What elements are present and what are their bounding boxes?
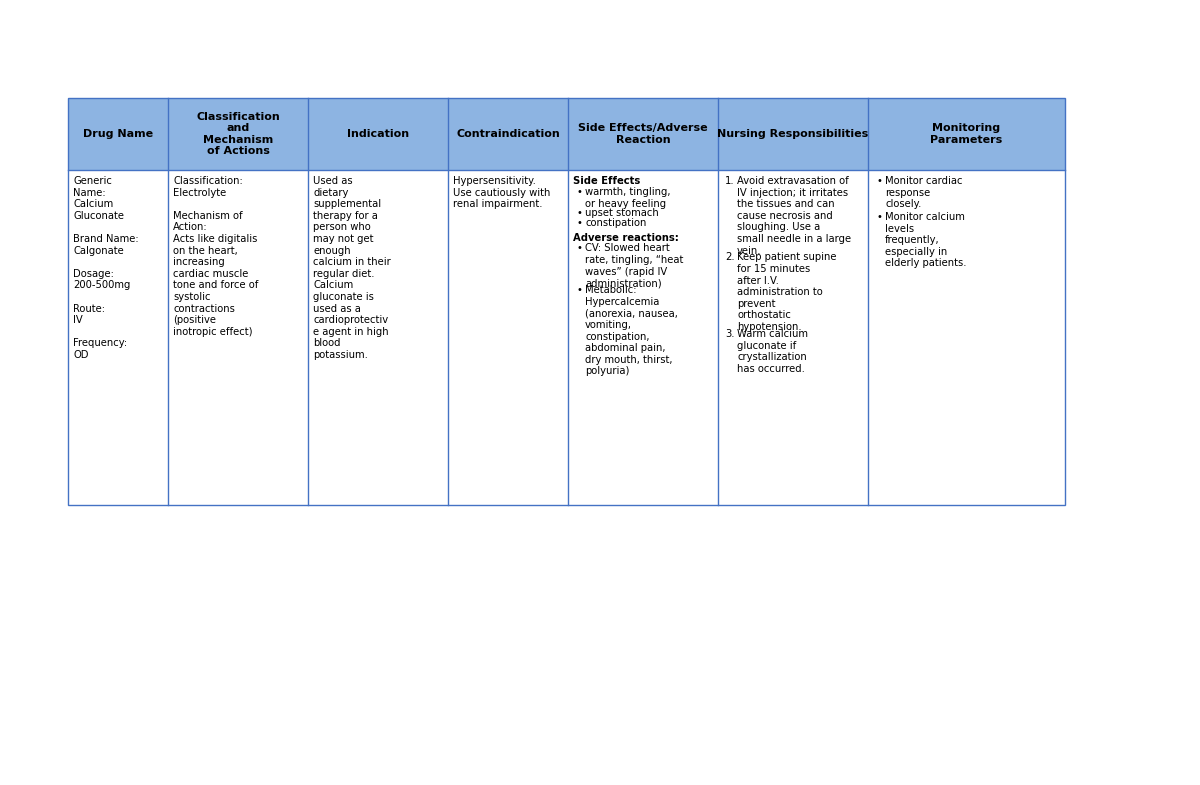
Bar [68,98,1066,505]
Text: Monitoring
Parameters: Monitoring Parameters [930,123,1003,144]
Text: Side Effects/Adverse
Reaction: Side Effects/Adverse Reaction [578,123,708,144]
Bar [448,98,568,170]
Text: Nursing Responsibilities: Nursing Responsibilities [718,129,869,139]
Bar [868,98,1066,170]
Text: •: • [876,212,882,222]
Text: Side Effects: Side Effects [574,176,641,186]
Text: Warm calcium
gluconate if
crystallization
has occurred.: Warm calcium gluconate if crystallizatio… [737,329,808,374]
Text: upset stomach: upset stomach [586,208,659,217]
Text: •: • [576,208,582,217]
Text: •: • [576,187,582,197]
Bar [168,98,308,170]
Text: Contraindication: Contraindication [456,129,560,139]
Bar [568,98,718,170]
Text: •: • [576,243,582,254]
Text: Avoid extravasation of
IV injection; it irritates
the tissues and can
cause necr: Avoid extravasation of IV injection; it … [737,176,851,256]
Text: Drug Name: Drug Name [83,129,154,139]
Text: 3.: 3. [725,329,734,339]
Bar [718,98,868,170]
Text: 2.: 2. [725,253,734,262]
Text: Monitor calcium
levels
frequently,
especially in
elderly patients.: Monitor calcium levels frequently, espec… [886,212,966,268]
Text: •: • [876,176,882,186]
Text: Classification:
Electrolyte

Mechanism of
Action:
Acts like digitalis
on the hea: Classification: Electrolyte Mechanism of… [173,176,258,337]
Text: Used as
dietary
supplemental
therapy for a
person who
may not get
enough
calcium: Used as dietary supplemental therapy for… [313,176,391,360]
Text: Classification
and
Mechanism
of Actions: Classification and Mechanism of Actions [196,111,280,156]
Text: •: • [576,285,582,295]
Text: Keep patient supine
for 15 minutes
after I.V.
administration to
prevent
orthosta: Keep patient supine for 15 minutes after… [737,253,836,332]
Text: Hypersensitivity.
Use cautiously with
renal impairment.: Hypersensitivity. Use cautiously with re… [454,176,551,209]
Bar [68,98,168,170]
Text: constipation: constipation [586,218,647,228]
Text: Metabolic:
Hypercalcemia
(anorexia, nausea,
vomiting,
constipation,
abdominal pa: Metabolic: Hypercalcemia (anorexia, naus… [586,285,678,377]
Text: Generic
Name:
Calcium
Gluconate

Brand Name:
Calgonate

Dosage:
200-500mg

Route: Generic Name: Calcium Gluconate Brand Na… [73,176,139,360]
Text: Monitor cardiac
response
closely.: Monitor cardiac response closely. [886,176,962,209]
Bar [308,98,448,170]
Text: •: • [576,218,582,228]
Text: warmth, tingling,
or heavy feeling: warmth, tingling, or heavy feeling [586,187,671,209]
Text: :: : [622,176,624,186]
Text: Indication: Indication [347,129,409,139]
Text: 1.: 1. [725,176,734,186]
Text: Adverse reactions:: Adverse reactions: [574,232,679,243]
Text: CV: Slowed heart
rate, tingling, “heat
waves” (rapid IV
administration): CV: Slowed heart rate, tingling, “heat w… [586,243,683,288]
